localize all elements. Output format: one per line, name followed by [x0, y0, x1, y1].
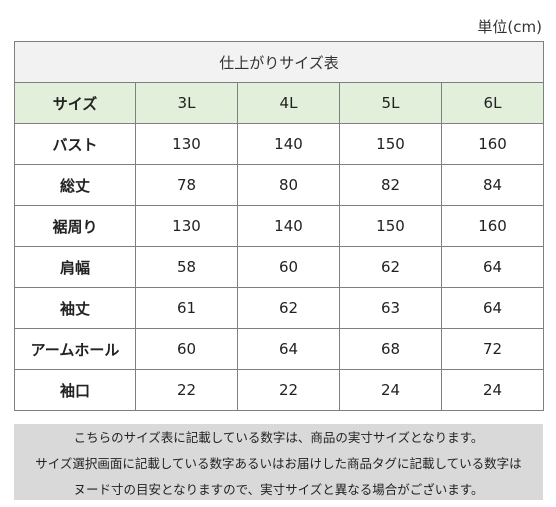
size-table: 仕上がりサイズ表 サイズ 3L 4L 5L 6L バスト 130 140 150 160…	[13, 41, 545, 411]
table-title: 仕上がりサイズ表	[13, 41, 545, 83]
row-label: 袖口	[14, 369, 136, 411]
table-cell: 140	[237, 123, 340, 165]
unit-label: 単位(cm)	[477, 18, 542, 36]
row-label: 肩幅	[14, 246, 136, 288]
table-cell: 22	[135, 369, 238, 411]
row-label: アームホール	[14, 328, 136, 370]
row-label: バスト	[14, 123, 136, 165]
table-cell: 61	[135, 287, 238, 329]
table-row: アームホール 60 64 68 72	[14, 328, 545, 370]
table-cell: 72	[440, 328, 545, 370]
table-cell: 160	[440, 123, 545, 165]
header-size-6l: 6L	[440, 82, 545, 124]
table-cell: 64	[237, 328, 340, 370]
table-row: 袖丈 61 62 63 64	[14, 287, 545, 329]
row-label: 総丈	[14, 164, 136, 206]
table-cell: 130	[135, 123, 238, 165]
table-cell: 63	[339, 287, 442, 329]
table-row: 袖口 22 22 24 24	[14, 369, 545, 411]
table-cell: 140	[237, 205, 340, 247]
table-cell: 150	[339, 205, 442, 247]
table-cell: 64	[440, 246, 545, 288]
note-line: ヌード寸の目安となりますので、実寸サイズと異なる場合がございます。	[73, 481, 484, 497]
table-cell: 24	[440, 369, 545, 411]
row-label: 裾周り	[14, 205, 136, 247]
table-cell: 62	[339, 246, 442, 288]
table-cell: 58	[135, 246, 238, 288]
table-cell: 82	[339, 164, 442, 206]
table-row: 肩幅 58 60 62 64	[14, 246, 545, 288]
table-cell: 68	[339, 328, 442, 370]
table-cell: 80	[237, 164, 340, 206]
header-size-4l: 4L	[237, 82, 340, 124]
header-size-3l: 3L	[135, 82, 238, 124]
table-cell: 22	[237, 369, 340, 411]
table-cell: 84	[440, 164, 545, 206]
table-cell: 160	[440, 205, 545, 247]
disclaimer-note: こちらのサイズ表に記載している数字は、商品の実寸サイズとなります。 サイズ選択画…	[14, 424, 543, 500]
table-title-row: 仕上がりサイズ表	[13, 41, 545, 83]
note-line: こちらのサイズ表に記載している数字は、商品の実寸サイズとなります。	[73, 429, 484, 445]
table-row: バスト 130 140 150 160	[14, 123, 545, 165]
table-cell: 62	[237, 287, 340, 329]
table-row: 裾周り 130 140 150 160	[14, 205, 545, 247]
table-cell: 150	[339, 123, 442, 165]
table-cell: 60	[135, 328, 238, 370]
table-header-row: サイズ 3L 4L 5L 6L	[14, 82, 545, 124]
table-cell: 24	[339, 369, 442, 411]
header-size-5l: 5L	[339, 82, 442, 124]
table-row: 総丈 78 80 82 84	[14, 164, 545, 206]
table-cell: 60	[237, 246, 340, 288]
note-line: サイズ選択画面に記載している数字あるいはお届けした商品タグに記載している数字は	[35, 455, 522, 471]
table-cell: 64	[440, 287, 545, 329]
size-table-container: 仕上がりサイズ表 サイズ 3L 4L 5L 6L バスト 130 140 150 160…	[13, 41, 545, 411]
table-cell: 130	[135, 205, 238, 247]
row-label: 袖丈	[14, 287, 136, 329]
header-label: サイズ	[14, 82, 136, 124]
table-cell: 78	[135, 164, 238, 206]
